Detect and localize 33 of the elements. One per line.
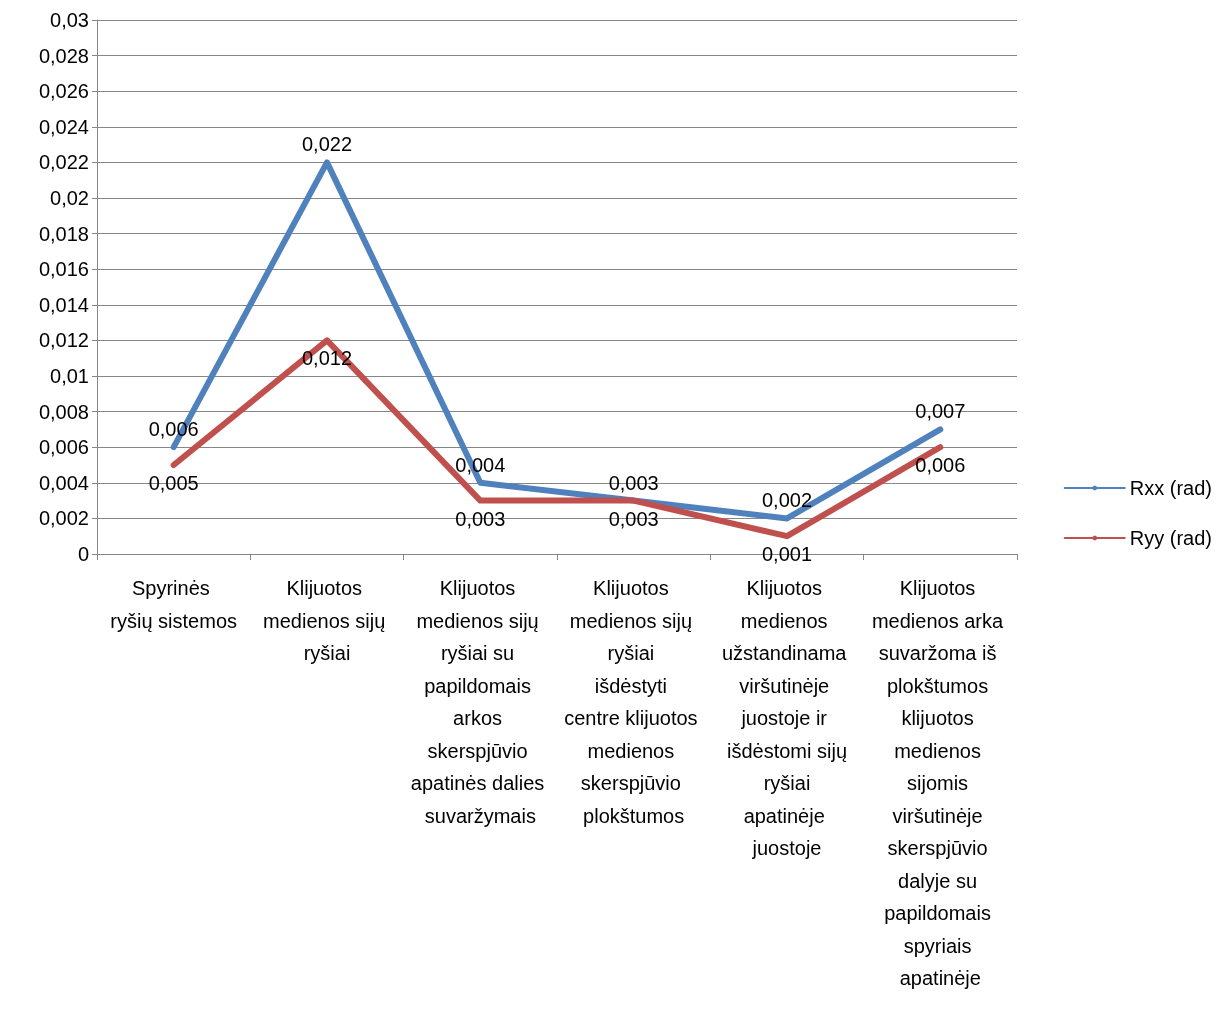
- legend-label: Ryy (rad): [1129, 527, 1213, 549]
- legend-label: Rxx (rad): [1129, 477, 1213, 499]
- x-tick-label: Klijuotos medienos sijų ryšiai su papildomais arkos skerspjūvio apatinės dalies suvaržymais: [410, 577, 550, 827]
- y-tick-label: 0: [77, 543, 89, 565]
- y-tick-label: 0,012: [38, 329, 89, 352]
- category-label: Klijuotos medienos arka suvaržoma iš plokštumos klijuotos medienos sijomis viršutinėje skerspjūvio dalyje su papildomais spyriais apatinėje: [871, 577, 1004, 990]
- y-tick-label: 0,022: [38, 151, 89, 174]
- y-tick-label: 0,01: [50, 365, 89, 387]
- y-tick-label: 0,03: [50, 9, 89, 31]
- x-tick-label: Klijuotos medienos sijų ryšiai: [263, 577, 391, 665]
- data-label: 0,003: [608, 507, 659, 530]
- y-tick-label: 0,02: [50, 187, 89, 209]
- y-tick-label: 0,026: [38, 80, 89, 103]
- data-label: 0,005: [148, 472, 199, 494]
- x-tick-label: Spyrinės ryšių sistemos: [110, 577, 238, 632]
- data-label: 0,006: [915, 454, 966, 477]
- y-tick-label: 0,004: [38, 471, 89, 494]
- y-tick-label: 0,016: [38, 258, 89, 281]
- data-label: 0,002: [761, 489, 813, 512]
- y-tick-label: 0,024: [38, 115, 89, 138]
- data-label: 0,001: [761, 543, 813, 566]
- data-label: 0,003: [455, 507, 506, 530]
- y-tick-label: 0,028: [38, 44, 89, 67]
- y-tick-label: 0,006: [38, 436, 89, 459]
- category-label: Klijuotos medienos užstandinama viršutinėje juostoje ir išdėstomi sijų ryšiai apatinėje juostoje: [721, 577, 848, 860]
- y-tick-label: 0,014: [38, 293, 89, 316]
- data-label: 0,003: [608, 471, 659, 494]
- y-tick-label: 0,018: [38, 222, 89, 245]
- y-tick-label: 0,008: [38, 400, 89, 423]
- x-tick-label: Klijuotos medienos sijų ryšiai išdėstyti centre klijuotos medienos skerspjūvio plokštumos: [564, 577, 704, 827]
- data-label: 0,022: [301, 133, 353, 156]
- y-tick-label: 0,002: [38, 507, 89, 530]
- data-label: 0,007: [915, 400, 966, 423]
